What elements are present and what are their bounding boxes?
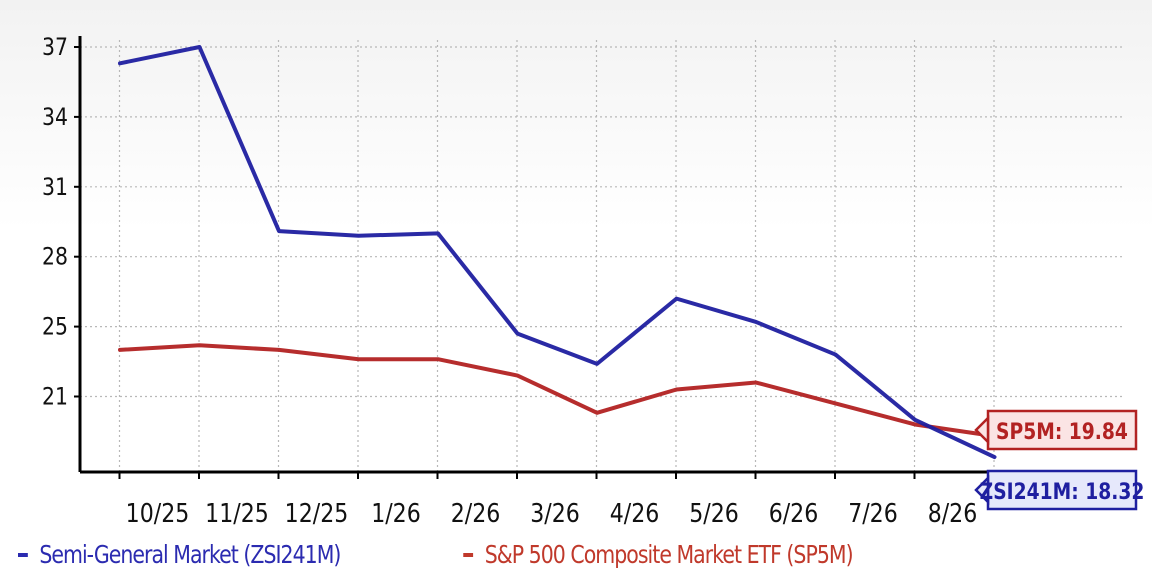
y-axis-ticks: 37 34 31 28 25 21 xyxy=(42,33,68,411)
axes xyxy=(74,36,1122,479)
grid xyxy=(80,40,1122,472)
x-axis-ticks: 10/25 11/25 12/25 1/26 2/26 3/26 4/26 5/26 6/26 7… xyxy=(126,498,978,528)
end-labels: SP5M: 19.84 ZSI241M: 18.32 xyxy=(974,409,1145,511)
x-tick-label: 12/25 xyxy=(285,498,349,528)
legend-swatch-sp5m xyxy=(463,552,474,557)
series-line-zsi241m xyxy=(118,45,997,460)
legend-label-zsi241m: Semi-General Market (ZSI241M) xyxy=(39,540,341,569)
line-chart: 37 34 31 28 25 21 10/25 11/25 12/25 1/26 2/26 3/26… xyxy=(42,33,1145,528)
legend-item-sp5m[interactable]: S&P 500 Composite Market ETF (SP5M) xyxy=(463,540,854,569)
end-label-sp5m-text: SP5M: 19.84 xyxy=(996,419,1128,445)
x-tick-label: 1/26 xyxy=(371,498,421,528)
y-tick-label: 21 xyxy=(42,383,68,411)
x-tick-label: 3/26 xyxy=(530,498,580,528)
series-lines xyxy=(118,45,997,460)
y-tick-label: 25 xyxy=(42,313,68,341)
legend-label-sp5m: S&P 500 Composite Market ETF (SP5M) xyxy=(484,540,854,569)
end-label-zsi241m-box xyxy=(986,469,1138,511)
y-tick-label: 34 xyxy=(42,103,68,131)
x-tick-label: 6/26 xyxy=(769,498,819,528)
x-tick-label: 11/25 xyxy=(205,498,269,528)
end-label-zsi241m-pointer xyxy=(974,474,990,506)
y-tick-label: 28 xyxy=(42,243,68,271)
end-label-sp5m-pointer xyxy=(974,414,990,446)
y-tick-label: 31 xyxy=(42,173,68,201)
legend: Semi-General Market (ZSI241M) S&P 500 Co… xyxy=(18,540,976,569)
x-tick-label: 5/26 xyxy=(689,498,739,528)
x-tick-label: 8/26 xyxy=(928,498,978,528)
x-tick-label: 2/26 xyxy=(451,498,501,528)
x-tick-label: 10/25 xyxy=(126,498,190,528)
y-tick-label: 37 xyxy=(42,33,68,61)
end-label-zsi241m-text: ZSI241M: 18.32 xyxy=(980,479,1145,505)
end-label-sp5m-box xyxy=(986,409,1138,451)
x-tick-label: 4/26 xyxy=(610,498,660,528)
legend-swatch-zsi241m xyxy=(18,552,28,557)
series-line-sp5m xyxy=(118,343,997,439)
legend-item-zsi241m[interactable]: Semi-General Market (ZSI241M) xyxy=(18,540,341,569)
x-tick-label: 7/26 xyxy=(848,498,898,528)
